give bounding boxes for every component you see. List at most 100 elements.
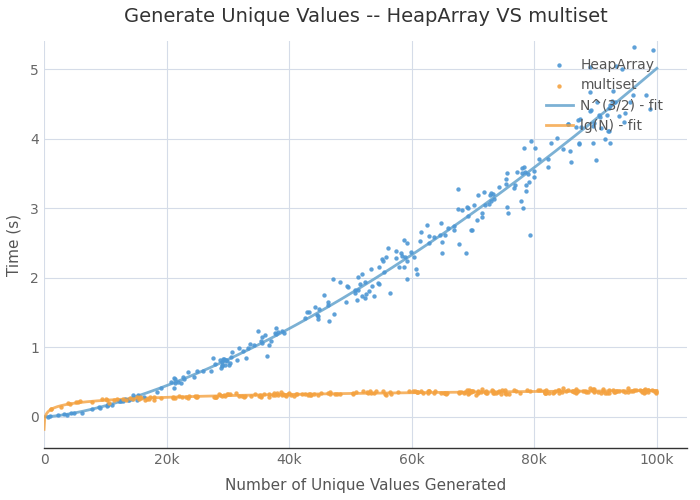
- HeapArray: [402, 276, 413, 283]
- HeapArray: [178, 373, 189, 381]
- multiset: [423, 389, 434, 397]
- HeapArray: [528, 174, 539, 182]
- HeapArray: [377, 258, 388, 266]
- HeapArray: [209, 360, 220, 368]
- HeapArray: [440, 232, 451, 239]
- multiset: [642, 386, 653, 394]
- HeapArray: [526, 136, 537, 144]
- HeapArray: [412, 270, 423, 278]
- HeapArray: [245, 340, 256, 347]
- N^(3/2) - fit: [461, 216, 469, 222]
- multiset: [300, 390, 311, 398]
- multiset: [236, 392, 247, 400]
- HeapArray: [232, 356, 243, 364]
- HeapArray: [562, 120, 573, 128]
- multiset: [650, 386, 662, 394]
- HeapArray: [602, 127, 613, 135]
- multiset: [634, 386, 645, 394]
- multiset: [541, 388, 552, 396]
- multiset: [271, 390, 282, 398]
- HeapArray: [385, 289, 396, 297]
- HeapArray: [530, 144, 541, 152]
- N^(3/2) - fit: [40, 414, 48, 420]
- multiset: [183, 394, 194, 402]
- HeapArray: [645, 106, 656, 114]
- multiset: [377, 387, 388, 395]
- HeapArray: [479, 188, 490, 196]
- multiset: [463, 386, 474, 394]
- HeapArray: [570, 124, 582, 132]
- HeapArray: [573, 116, 584, 124]
- HeapArray: [349, 286, 360, 294]
- multiset: [648, 386, 659, 394]
- HeapArray: [103, 401, 114, 409]
- multiset: [503, 390, 514, 398]
- multiset: [381, 391, 392, 399]
- HeapArray: [542, 155, 554, 163]
- HeapArray: [452, 184, 463, 192]
- multiset: [584, 384, 596, 392]
- multiset: [538, 388, 550, 396]
- multiset: [608, 386, 619, 394]
- HeapArray: [182, 368, 193, 376]
- HeapArray: [557, 146, 568, 154]
- multiset: [170, 394, 181, 402]
- multiset: [139, 396, 150, 404]
- HeapArray: [341, 282, 352, 290]
- HeapArray: [59, 410, 70, 418]
- multiset: [476, 386, 487, 394]
- multiset: [473, 389, 484, 397]
- HeapArray: [616, 65, 627, 73]
- HeapArray: [573, 140, 584, 147]
- multiset: [256, 393, 267, 401]
- multiset: [499, 386, 510, 394]
- multiset: [280, 391, 291, 399]
- HeapArray: [487, 190, 498, 198]
- HeapArray: [610, 62, 621, 70]
- HeapArray: [593, 112, 604, 120]
- multiset: [155, 394, 166, 402]
- HeapArray: [272, 328, 284, 336]
- HeapArray: [476, 213, 487, 221]
- HeapArray: [588, 122, 599, 130]
- HeapArray: [452, 206, 463, 214]
- multiset: [296, 390, 307, 398]
- HeapArray: [166, 378, 177, 386]
- HeapArray: [127, 392, 139, 400]
- HeapArray: [502, 209, 513, 217]
- multiset: [439, 389, 450, 397]
- multiset: [639, 388, 650, 396]
- HeapArray: [562, 120, 573, 128]
- lg(N) - fit: [461, 389, 469, 395]
- multiset: [601, 389, 612, 397]
- multiset: [629, 386, 640, 394]
- N^(3/2) - fit: [652, 66, 661, 71]
- multiset: [570, 386, 581, 394]
- HeapArray: [584, 63, 596, 71]
- multiset: [610, 387, 622, 395]
- multiset: [253, 392, 265, 400]
- multiset: [440, 390, 452, 398]
- multiset: [588, 388, 599, 396]
- multiset: [325, 390, 336, 398]
- multiset: [46, 405, 57, 413]
- HeapArray: [122, 396, 133, 404]
- HeapArray: [223, 360, 235, 368]
- multiset: [315, 389, 326, 397]
- HeapArray: [216, 362, 228, 370]
- HeapArray: [564, 147, 575, 155]
- multiset: [424, 386, 435, 394]
- HeapArray: [178, 374, 190, 382]
- multiset: [124, 394, 135, 402]
- multiset: [87, 398, 98, 406]
- multiset: [539, 388, 550, 396]
- HeapArray: [313, 312, 324, 320]
- HeapArray: [584, 108, 596, 116]
- HeapArray: [533, 155, 545, 163]
- multiset: [350, 388, 361, 396]
- HeapArray: [176, 379, 187, 387]
- multiset: [348, 390, 359, 398]
- HeapArray: [271, 324, 282, 332]
- HeapArray: [127, 395, 138, 403]
- multiset: [190, 392, 201, 400]
